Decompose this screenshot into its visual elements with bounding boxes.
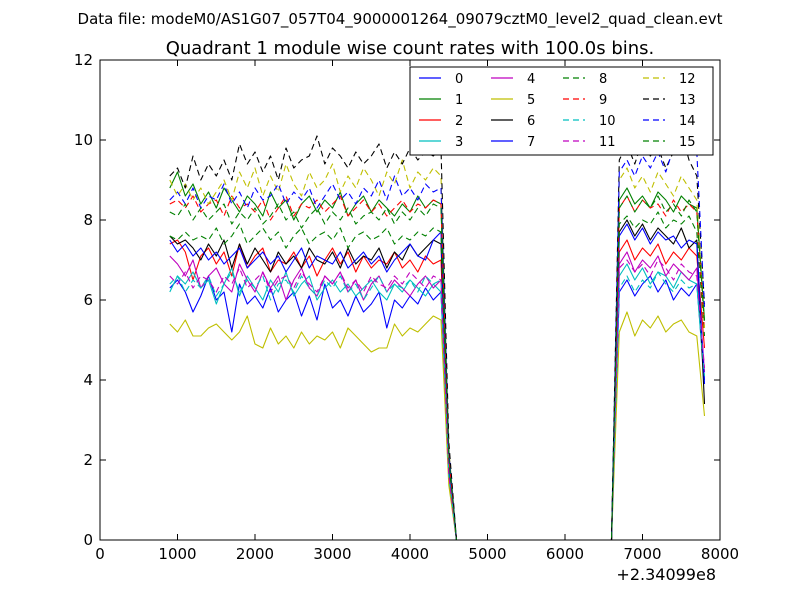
y-tick-label: 0 — [83, 531, 93, 549]
series-line-0 — [169, 275, 706, 541]
series-line-6 — [169, 219, 706, 541]
legend-label-15: 15 — [679, 135, 696, 150]
legend-label-14: 14 — [679, 114, 696, 129]
series-layer — [169, 131, 706, 541]
series-line-13 — [169, 131, 706, 541]
y-tick-label: 10 — [74, 131, 93, 149]
series-line-10 — [169, 271, 706, 541]
x-tick-label: 5000 — [468, 545, 506, 563]
legend-label-7: 7 — [527, 135, 535, 150]
x-tick-label: 3000 — [313, 545, 351, 563]
x-tick-label: 1000 — [158, 545, 196, 563]
legend-label-3: 3 — [455, 135, 463, 150]
data-file-caption: Data file: modeM0/AS1G07_057T04_90000012… — [78, 10, 723, 29]
x-tick-label: 7000 — [623, 545, 661, 563]
legend-label-10: 10 — [599, 114, 616, 129]
legend-label-13: 13 — [679, 93, 696, 108]
y-tick-label: 12 — [74, 51, 93, 69]
x-tick-label: 8000 — [701, 545, 739, 563]
legend-label-11: 11 — [599, 135, 616, 150]
series-line-9 — [169, 195, 706, 541]
axis-ticks: 0 1000 2000 3000 4000 5000 6000 7000 80000246810… — [74, 51, 739, 563]
x-tick-label: 2000 — [236, 545, 274, 563]
series-line-12 — [169, 159, 706, 541]
y-tick-label: 8 — [83, 211, 93, 229]
series-line-1 — [169, 171, 706, 541]
y-tick-label: 4 — [83, 371, 93, 389]
legend-label-8: 8 — [599, 72, 607, 87]
legend-label-4: 4 — [527, 72, 535, 87]
x-tick-label: 6000 — [546, 545, 584, 563]
x-tick-label: 4000 — [391, 545, 429, 563]
y-tick-label: 2 — [83, 451, 93, 469]
series-line-8 — [169, 211, 706, 541]
series-line-14 — [169, 139, 706, 541]
legend-label-9: 9 — [599, 93, 607, 108]
series-line-11 — [169, 259, 706, 541]
x-offset-label: +2.34099e8 — [616, 565, 716, 584]
legend-label-1: 1 — [455, 93, 463, 108]
legend-box — [409, 66, 714, 156]
legend-label-2: 2 — [455, 114, 463, 129]
legend-label-0: 0 — [455, 72, 463, 87]
legend-label-5: 5 — [527, 93, 535, 108]
legend-label-12: 12 — [679, 72, 696, 87]
series-line-15 — [169, 195, 706, 541]
series-line-7 — [169, 223, 706, 541]
series-line-4 — [169, 251, 706, 541]
x-tick-label: 0 — [95, 545, 105, 563]
series-line-5 — [169, 311, 706, 541]
y-tick-label: 6 — [83, 291, 93, 309]
chart-title: Quadrant 1 module wise count rates with … — [166, 38, 655, 59]
legend-label-6: 6 — [527, 114, 535, 129]
series-line-3 — [169, 263, 706, 541]
